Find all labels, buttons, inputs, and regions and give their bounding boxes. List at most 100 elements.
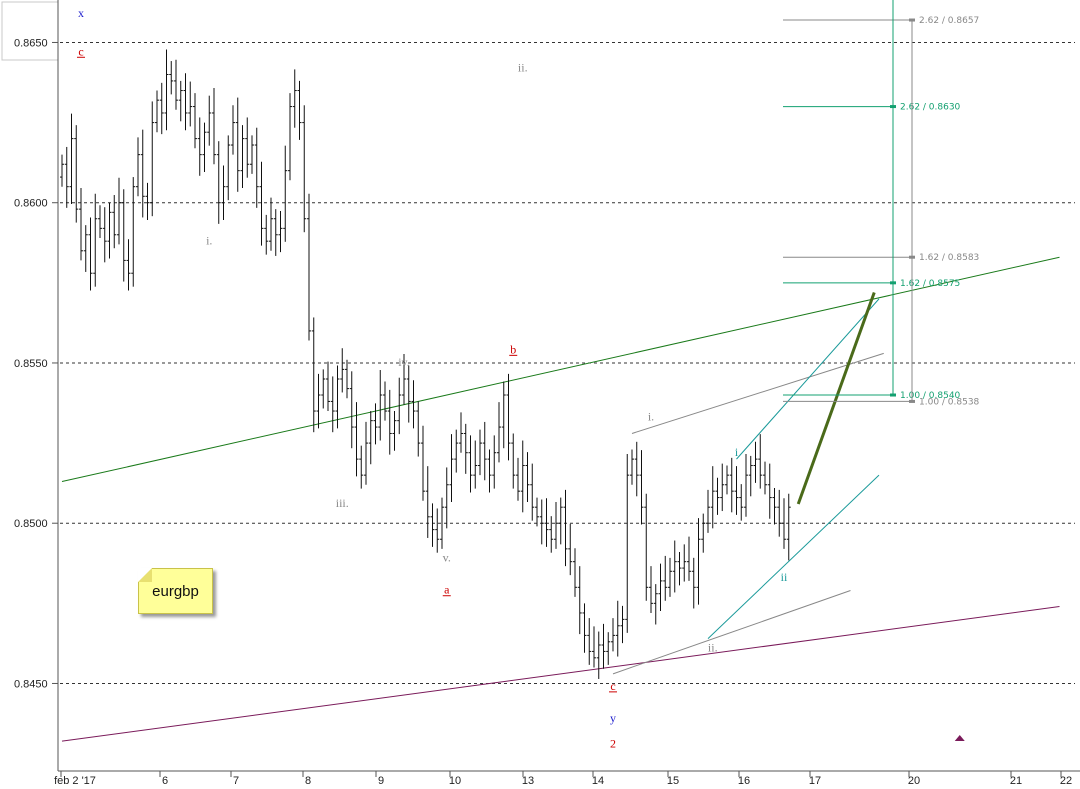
price-bar [264, 214, 269, 255]
symbol-note[interactable]: eurgbp [138, 568, 213, 614]
y-tick-label: 0.8550 [14, 358, 48, 370]
price-bar [720, 463, 725, 512]
price-bar [748, 455, 753, 497]
trend-line[interactable] [796, 291, 876, 505]
wave-label: ii [781, 570, 788, 584]
price-bar [582, 603, 587, 653]
fib-level-label: 2.62 / 0.8630 [900, 103, 961, 113]
price-bar [601, 623, 606, 669]
price-bar [302, 105, 307, 233]
price-bar [254, 127, 259, 208]
price-bar [240, 125, 245, 188]
trend-line[interactable] [631, 352, 884, 434]
x-tick-label: 6 [162, 775, 168, 787]
price-bar [758, 434, 763, 489]
price-bar [497, 402, 501, 463]
price-bar [364, 421, 368, 485]
price-bar [611, 618, 615, 652]
trend-line[interactable] [612, 590, 851, 675]
price-bar [459, 412, 463, 453]
price-bar [79, 187, 83, 261]
price-bar [155, 90, 159, 133]
price-bar [535, 497, 539, 527]
price-bar [383, 381, 387, 421]
price-bar [525, 452, 530, 503]
wave-label: a [444, 583, 450, 597]
price-bar [373, 403, 378, 445]
wave-label: ii. [708, 640, 718, 654]
trend-line[interactable] [736, 298, 880, 460]
x-tick-label: 20 [908, 775, 920, 787]
trend-line[interactable] [61, 606, 1060, 742]
price-bar [554, 502, 558, 549]
price-bar [340, 348, 345, 393]
price-bar [88, 217, 93, 291]
price-bar [207, 95, 212, 146]
price-bar [216, 141, 221, 224]
price-bar [530, 463, 535, 521]
price-bar [174, 59, 178, 110]
price-bar [696, 518, 701, 605]
wave-label: i [735, 445, 739, 459]
wave-label: v. [443, 551, 451, 565]
x-tick-label: 13 [522, 775, 534, 787]
wave-label: ii. [518, 60, 528, 74]
price-bar [739, 484, 744, 521]
price-bar [202, 122, 207, 172]
price-bar [725, 465, 729, 495]
x-tick-label: 7 [233, 775, 239, 787]
price-bar [549, 516, 554, 553]
price-bar [212, 87, 216, 165]
price-bar [734, 466, 739, 515]
price-bar [397, 377, 402, 435]
price-bar [297, 80, 302, 140]
price-bar [615, 600, 620, 657]
y-tick-label: 0.8650 [14, 37, 48, 49]
x-tick-label: 21 [1010, 775, 1022, 787]
alert-triangle-icon[interactable] [954, 734, 965, 741]
price-bar [140, 129, 145, 218]
price-bar [387, 389, 392, 455]
price-bar [292, 69, 297, 128]
price-bar [226, 135, 231, 201]
price-bar [64, 146, 69, 208]
price-bar [710, 466, 715, 529]
wave-label: x [78, 6, 84, 20]
price-bar [563, 489, 568, 567]
price-bar [767, 463, 772, 519]
wave-label: iv. [398, 355, 410, 369]
price-bar [326, 361, 330, 412]
price-bar [596, 631, 601, 679]
price-bar [231, 105, 235, 155]
price-bar [193, 93, 197, 149]
price-bar [335, 365, 340, 429]
price-bar [321, 369, 326, 409]
price-bar [539, 499, 544, 545]
price-bar [402, 353, 406, 405]
price-bar [60, 154, 64, 187]
fibonacci-projections[interactable]: 2.62 / 0.8657 2.62 / 0.8630 1.62 / 0.8583 1… [783, 0, 980, 407]
price-bar [587, 618, 592, 665]
price-bar [786, 493, 791, 561]
trend-line[interactable] [707, 474, 880, 639]
price-bar [620, 605, 625, 644]
price-bar [421, 425, 425, 501]
price-bar [345, 359, 349, 399]
fib-level-label: 1.62 / 0.8575 [900, 279, 960, 289]
price-bar [639, 450, 644, 525]
alert-marker[interactable] [954, 734, 965, 741]
x-tick-label: 16 [738, 775, 750, 787]
wave-label: 2 [610, 737, 616, 751]
price-bar [311, 317, 316, 433]
price-bar [691, 557, 696, 609]
price-bar [782, 498, 786, 549]
price-bar [425, 466, 430, 538]
price-bar [378, 370, 383, 441]
price-bar [307, 193, 311, 341]
price-bar [753, 441, 758, 483]
price-bar [83, 225, 88, 272]
price-bar [107, 202, 112, 259]
x-tick-label: 10 [449, 775, 461, 787]
